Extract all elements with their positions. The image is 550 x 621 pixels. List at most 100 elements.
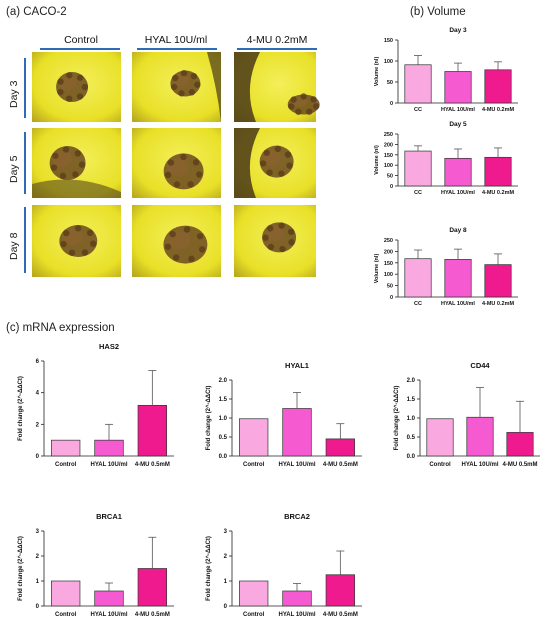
cell-cluster: [188, 89, 196, 96]
cell-cluster: [287, 228, 295, 236]
y-tick-label: 2.0: [219, 378, 228, 384]
y-tick-label: 1.5: [407, 397, 416, 403]
y-tick-label: 3: [36, 529, 40, 535]
x-tick-label: 4-MU 0.5mM: [502, 462, 537, 468]
bar: [426, 418, 454, 457]
chart-title: Day 5: [449, 121, 467, 128]
chart-title: HAS2: [99, 342, 119, 351]
cell-cluster: [164, 171, 172, 179]
cell-cluster: [167, 159, 175, 166]
cell-cluster: [81, 83, 89, 91]
x-tick-label: CC: [414, 301, 422, 307]
bar: [137, 568, 167, 607]
cell-cluster: [267, 243, 275, 251]
y-tick-label: 0: [390, 101, 393, 107]
y-tick-label: 250: [384, 238, 393, 244]
cell-cluster: [263, 149, 270, 156]
cell-cluster: [198, 246, 206, 253]
cell-cluster: [74, 225, 82, 232]
chart-title: CD44: [470, 361, 490, 370]
y-tick-label: 1.5: [219, 397, 228, 403]
cell-cluster: [63, 229, 70, 237]
x-tick-label: HYAL 10U/ml: [441, 190, 475, 196]
bar: [94, 439, 124, 457]
cell-cluster: [262, 234, 269, 241]
y-tick-label: 100: [384, 59, 393, 65]
cell-cluster: [192, 159, 200, 166]
x-tick-label: 4-MU 0.5mM: [135, 462, 170, 468]
x-tick-label: 4-MU 0.5mM: [323, 612, 358, 618]
cell-cluster: [50, 164, 58, 171]
cell-cluster: [59, 172, 67, 180]
cell-cluster: [187, 181, 194, 188]
micrograph-image: [32, 128, 121, 198]
x-tick-label: HYAL 10U/ml: [441, 107, 475, 113]
y-axis-label: Volume (nl): [374, 57, 380, 87]
y-axis-label: Fold change (2^-ΔΔCt): [18, 536, 24, 601]
bar: [484, 156, 512, 187]
y-tick-label: 150: [384, 153, 393, 159]
cell-cluster: [68, 249, 76, 256]
x-tick-label: 4-MU 0.2mM: [482, 190, 515, 196]
chart-vol_day8: Day 8 Volume (nl) 0 50 100 150 200 250 CC HYAL 10…: [374, 227, 518, 307]
bar: [404, 258, 432, 298]
y-tick-label: 4: [36, 391, 40, 397]
y-tick-label: 2: [36, 554, 40, 560]
panel-a-label: (a) CACO-2: [6, 6, 67, 18]
y-axis-label: Fold change (2^-ΔΔCt): [394, 386, 400, 451]
well-rim: [234, 52, 260, 122]
cell-cluster: [288, 103, 295, 110]
bar: [506, 432, 534, 457]
bar: [484, 264, 512, 298]
y-tick-label: 0: [36, 454, 40, 460]
cell-cluster: [89, 240, 97, 247]
cell-cluster: [279, 245, 286, 253]
micrograph-image: [32, 205, 121, 277]
cell-cluster: [259, 160, 267, 167]
bar: [325, 438, 355, 457]
y-tick-label: 250: [384, 132, 393, 138]
micrograph-image: [234, 128, 316, 198]
y-tick-label: 0: [36, 604, 40, 610]
cell-cluster: [180, 69, 188, 77]
cell-cluster: [173, 181, 181, 188]
micrograph-image: [132, 128, 221, 198]
y-tick-label: 50: [387, 80, 393, 86]
row-marker: [24, 207, 26, 273]
chart-title: BRCA2: [284, 512, 310, 521]
cell-cluster: [76, 74, 84, 81]
x-tick-label: 4-MU 0.2mM: [482, 107, 515, 113]
cell-cluster: [57, 78, 64, 85]
y-tick-label: 2.0: [407, 378, 416, 384]
x-tick-label: HYAL 10U/ml: [278, 462, 315, 468]
cell-cluster: [86, 229, 94, 237]
chart-title: Day 3: [449, 27, 467, 34]
chart-title: Day 8: [449, 227, 467, 234]
cell-cluster: [66, 72, 73, 79]
chart-vol_day5: Day 5 Volume (nl) 0 50 100 150 200 250 CC HYAL 10…: [374, 121, 518, 196]
y-tick-label: 0.5: [219, 435, 228, 441]
y-tick-label: 0.0: [219, 454, 228, 460]
bar: [282, 408, 312, 457]
column-underline: [40, 48, 120, 50]
y-tick-label: 2: [224, 554, 228, 560]
panel-b-label: (b) Volume: [410, 6, 466, 18]
chart-brca2: BRCA2 Fold change (2^-ΔΔCt) 0 1 2 3 Control HYA…: [206, 512, 362, 618]
x-tick-label: HYAL 10U/ml: [90, 462, 127, 468]
x-tick-label: Control: [55, 462, 77, 468]
cell-cluster: [180, 153, 187, 161]
column-header-control: Control: [64, 34, 98, 46]
bar: [444, 259, 472, 298]
y-axis-label: Fold change (2^-ΔΔCt): [18, 376, 24, 441]
bar: [51, 580, 81, 607]
x-tick-label: HYAL 10U/ml: [461, 462, 498, 468]
cell-cluster: [52, 152, 59, 159]
y-axis-label: Fold change (2^-ΔΔCt): [206, 386, 212, 451]
cell-cluster: [267, 225, 274, 232]
y-tick-label: 150: [384, 38, 393, 44]
bar: [325, 574, 355, 607]
well-rim: [234, 128, 260, 198]
column-header-hyal: HYAL 10U/ml: [144, 34, 208, 46]
y-axis-label: Volume (nl): [374, 145, 380, 175]
cell-cluster: [65, 95, 73, 102]
